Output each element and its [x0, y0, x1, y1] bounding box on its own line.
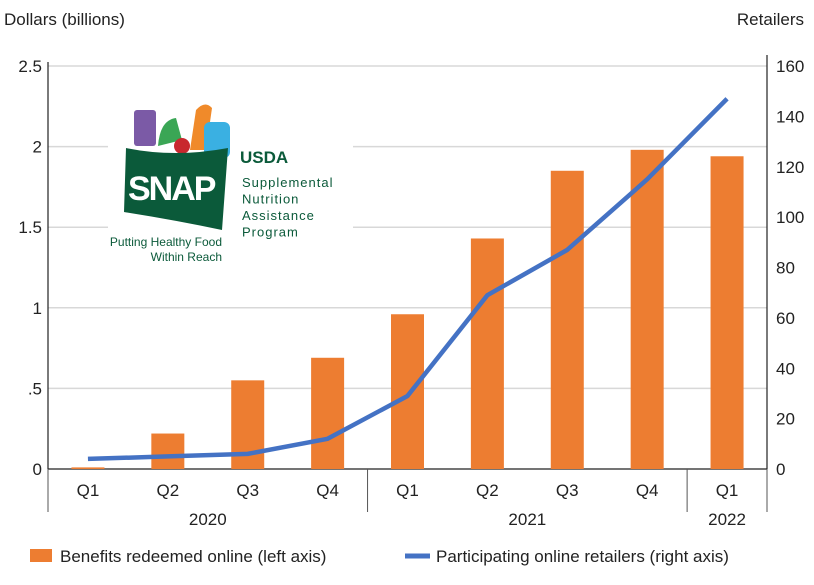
x-tick-label: Q1 — [77, 481, 100, 500]
x-tick-label: Q3 — [236, 481, 259, 500]
logo-usda-text: USDA — [240, 148, 288, 167]
right-axis-title: Retailers — [736, 10, 804, 29]
legend-label-line: Participating online retailers (right ax… — [436, 547, 729, 566]
legend-label-bars: Benefits redeemed online (left axis) — [60, 547, 326, 566]
x-tick-label: Q2 — [156, 481, 179, 500]
year-label: 2020 — [189, 510, 227, 529]
left-axis-title: Dollars (billions) — [4, 10, 125, 29]
left-tick-label: 1 — [33, 299, 42, 318]
right-tick-label: 20 — [776, 410, 795, 429]
year-label: 2021 — [508, 510, 546, 529]
logo-bag-icon — [124, 148, 228, 230]
right-tick-label: 160 — [776, 57, 804, 76]
right-tick-label: 120 — [776, 158, 804, 177]
left-tick-label: 2 — [33, 138, 42, 157]
logo-tagline: Putting Healthy Food — [110, 235, 222, 249]
logo-name-line: Assistance — [242, 208, 315, 223]
right-tick-label: 40 — [776, 359, 795, 378]
bar-1 — [151, 433, 185, 469]
bar-7 — [630, 149, 664, 469]
logo-broccoli-icon — [158, 118, 182, 146]
bar-8 — [710, 156, 744, 469]
right-tick-label: 60 — [776, 309, 795, 328]
year-label: 2022 — [708, 510, 746, 529]
x-tick-label: Q3 — [556, 481, 579, 500]
logo-name-line: Nutrition — [242, 192, 299, 207]
logo-name-line: Supplemental — [242, 175, 334, 190]
bar-4 — [391, 314, 424, 469]
right-tick-label: 140 — [776, 107, 804, 126]
logo-apple-icon — [174, 138, 190, 154]
left-tick-label: 2.5 — [18, 57, 42, 76]
left-tick-label: 0 — [33, 460, 42, 479]
x-tick-label: Q1 — [716, 481, 739, 500]
right-tick-label: 0 — [776, 460, 785, 479]
logo-tagline: Within Reach — [151, 250, 222, 264]
right-tick-label: 100 — [776, 208, 804, 227]
bar-0 — [71, 467, 105, 469]
bar-5 — [470, 238, 504, 469]
x-tick-label: Q4 — [636, 481, 659, 500]
logo-cereal-icon — [134, 110, 156, 146]
right-tick-label: 80 — [776, 259, 795, 278]
x-tick-label: Q1 — [396, 481, 419, 500]
logo-name-line: Program — [242, 225, 299, 240]
legend-swatch-bars — [30, 549, 52, 562]
x-tick-label: Q2 — [476, 481, 499, 500]
left-tick-label: 1.5 — [18, 218, 42, 237]
bar-3 — [311, 357, 345, 469]
logo-snap-text: SNAP — [128, 170, 216, 208]
bar-6 — [550, 170, 584, 469]
x-tick-label: Q4 — [316, 481, 339, 500]
left-tick-label: .5 — [28, 379, 42, 398]
